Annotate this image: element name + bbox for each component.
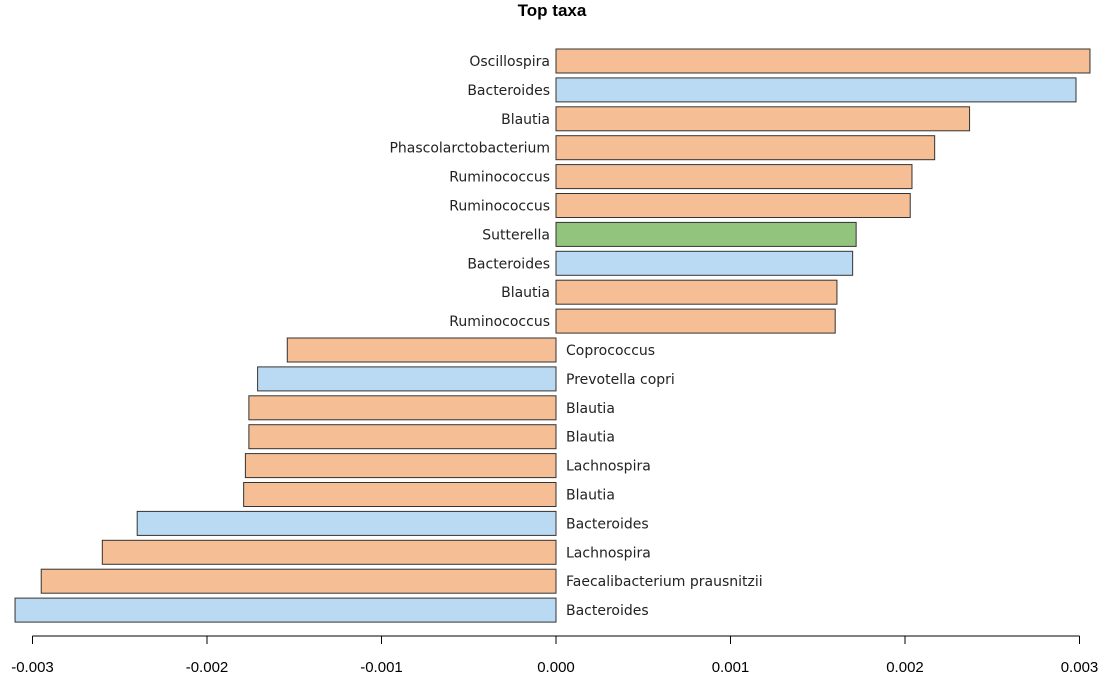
bar-label: Bacteroides [467,256,550,272]
bar [555,250,854,276]
bar-label: Blautia [501,285,550,301]
bar [257,366,557,392]
bar [555,77,1077,103]
bar-label: Sutterella [482,227,550,243]
bar [248,395,557,421]
bar [286,337,557,363]
bar [555,193,911,218]
x-tick-label: -0.003 [11,659,54,676]
bar-label: Oscillospira [469,54,550,70]
bar [40,568,557,594]
bar-label: Bacteroides [566,516,649,532]
bar-label: Phascolarctobacterium [389,141,550,157]
bar-label: Ruminococcus [449,199,550,215]
x-tick-label: 0.000 [537,659,575,676]
x-tick-label: -0.002 [186,659,229,676]
bar-label: Bacteroides [467,83,550,99]
bar [555,135,936,161]
bars-group: Oscillospira Bacteroides Blautia Phascolarc… [14,48,1091,623]
bar [248,424,557,450]
bar-label: Lachnospira [566,545,651,561]
bar [555,164,913,190]
bar [555,48,1091,74]
bar-label: Blautia [566,430,615,446]
bar-label: Coprococcus [566,343,655,359]
bar-label: Bacteroides [566,603,649,619]
x-tick-label: 0.002 [886,659,924,676]
bar-label: Lachnospira [566,459,651,475]
bar [243,482,557,507]
bar [555,308,836,334]
x-axis: -0.003 -0.002 -0.001 0.000 0.001 0.002 0.003 [11,635,1099,676]
bar [555,279,838,305]
bar [14,597,557,623]
bar-label: Blautia [566,401,615,417]
bar-label: Faecalibacterium prausnitzii [566,574,763,590]
bar [136,510,557,536]
bar-label: Blautia [501,112,550,128]
bar [555,221,857,247]
bar-label: Prevotella copri [566,372,675,388]
x-tick-label: 0.003 [1061,659,1099,676]
bar [555,106,971,132]
bar [101,539,557,565]
x-tick-label: 0.001 [712,659,750,676]
bar-label: Ruminococcus [449,170,550,186]
bar-label: Ruminococcus [449,314,550,330]
x-tick-label: -0.001 [360,659,403,676]
bar [244,453,557,479]
chart-title: Top taxa [518,1,587,20]
bar-label: Blautia [566,488,615,504]
